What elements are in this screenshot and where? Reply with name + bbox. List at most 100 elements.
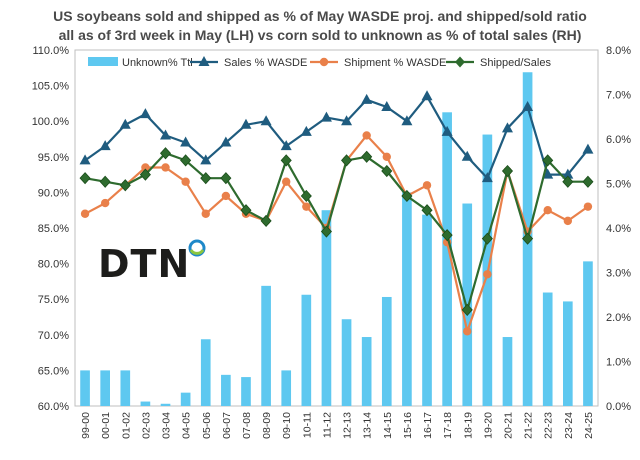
legend-label-unknown-ttl: Unknown% Ttl xyxy=(122,57,193,69)
point-shipped-sales xyxy=(320,225,332,238)
bar-unknown-pct-total xyxy=(140,401,151,406)
point-shipped-sales xyxy=(139,168,151,181)
dtn-logo: DTN xyxy=(98,239,206,286)
point-sales-wasde xyxy=(441,125,453,136)
point-shipment-wasde xyxy=(382,152,391,161)
point-sales-wasde xyxy=(381,100,393,111)
category-tick-label: 04-05 xyxy=(181,412,193,439)
legend-label-shipment-wasde: Shipment % WASDE xyxy=(344,57,446,69)
bar-unknown-pct-total xyxy=(361,337,372,406)
point-shipped-sales xyxy=(421,204,433,217)
point-shipped-sales xyxy=(119,179,131,192)
point-shipment-wasde xyxy=(141,163,150,172)
point-shipment-wasde xyxy=(161,163,170,172)
point-shipped-sales xyxy=(280,154,292,167)
legend-swatch-unknown-ttl xyxy=(88,57,118,66)
category-tick-label: 08-09 xyxy=(261,412,273,439)
point-sales-wasde xyxy=(260,115,272,126)
right-axis-tick-label: 2.0% xyxy=(606,312,631,324)
category-tick-label: 12-13 xyxy=(342,412,354,439)
category-tick-label: 22-23 xyxy=(543,412,555,439)
line-shipped-sales xyxy=(84,152,588,311)
category-tick-label: 15-16 xyxy=(402,412,414,439)
left-axis-tick-label: 90.0% xyxy=(38,187,69,199)
category-tick-label: 20-21 xyxy=(502,412,514,439)
point-sales-wasde xyxy=(501,122,513,133)
point-shipped-sales xyxy=(300,189,312,203)
point-shipment-wasde xyxy=(583,202,593,211)
bar-unknown-pct-total xyxy=(502,337,513,406)
right-axis-tick-label: 6.0% xyxy=(606,134,631,146)
line-shipment-wasde xyxy=(84,134,589,333)
point-sales-wasde xyxy=(119,118,131,129)
category-tick-label: 16-17 xyxy=(422,412,434,439)
point-shipped-sales xyxy=(99,175,111,188)
point-shipped-sales xyxy=(461,303,473,316)
point-sales-wasde xyxy=(562,168,574,179)
point-shipped-sales xyxy=(381,164,393,178)
left-axis-tick-label: 60.0% xyxy=(38,401,69,413)
point-shipped-sales xyxy=(562,175,574,188)
point-sales-wasde xyxy=(200,154,212,165)
point-shipped-sales xyxy=(542,154,554,167)
category-tick-label: 18-19 xyxy=(462,412,474,439)
right-axis-tick-label: 1.0% xyxy=(606,357,631,369)
category-tick-label: 19-20 xyxy=(482,412,494,439)
left-axis-tick-label: 75.0% xyxy=(38,294,69,306)
left-axis-tick-label: 105.0% xyxy=(32,81,70,93)
point-sales-wasde xyxy=(160,129,172,140)
point-shipment-wasde xyxy=(80,209,90,218)
point-shipment-wasde xyxy=(302,202,311,211)
bar-unknown-pct-total xyxy=(381,296,392,406)
chart-title-line-2: all as of 3rd week in May (LH) vs corn s… xyxy=(58,27,582,43)
point-shipped-sales xyxy=(220,172,232,185)
bars-layer xyxy=(80,72,593,407)
category-tick-label: 21-22 xyxy=(523,412,535,439)
bar-unknown-pct-total xyxy=(562,301,573,406)
point-shipped-sales xyxy=(240,204,252,217)
axes-layer: 60.0% 65.0% 70.0% 75.0% 80.0% 85.0% 90.0% 95.0%… xyxy=(32,45,632,439)
category-tick-label: 24-25 xyxy=(583,412,595,439)
point-shipped-sales xyxy=(401,189,413,203)
category-tick-label: 14-15 xyxy=(382,412,394,439)
left-axis-tick-label: 110.0% xyxy=(33,45,70,57)
point-sales-wasde xyxy=(220,136,232,147)
bar-unknown-pct-total xyxy=(583,261,593,406)
point-shipment-wasde xyxy=(201,209,210,218)
point-shipment-wasde xyxy=(362,131,371,140)
bar-unknown-pct-total xyxy=(221,374,231,406)
category-tick-label: 23-24 xyxy=(563,412,575,439)
dtn-logo-dot-icon xyxy=(188,239,206,257)
line-sales-wasde xyxy=(84,95,589,180)
point-shipped-sales xyxy=(79,172,91,185)
bar-unknown-pct-total xyxy=(442,112,452,407)
bar-unknown-pct-total xyxy=(402,192,412,406)
bar-unknown-pct-total xyxy=(301,294,312,406)
right-axis-tick-label: 0.0% xyxy=(606,401,631,413)
left-axis-tick-label: 100.0% xyxy=(32,116,70,128)
category-tick-label: 11-12 xyxy=(321,412,333,438)
category-tick-label: 05-06 xyxy=(201,412,213,439)
point-shipment-wasde xyxy=(563,216,573,226)
right-axis-tick-label: 8.0% xyxy=(606,45,631,57)
category-tick-label: 02-03 xyxy=(140,412,152,439)
bar-unknown-pct-total xyxy=(261,285,271,406)
left-axis-tick-label: 95.0% xyxy=(38,152,69,164)
point-shipped-sales xyxy=(260,214,272,227)
category-tick-label: 01-02 xyxy=(120,412,132,439)
right-axis-tick-label: 5.0% xyxy=(606,179,631,191)
category-tick-label: 99-00 xyxy=(80,412,92,439)
point-shipped-sales xyxy=(200,172,212,185)
point-shipped-sales xyxy=(481,232,493,245)
legend-marker-shipment-wasde xyxy=(319,57,329,67)
point-shipment-wasde xyxy=(221,191,231,201)
right-axis-tick-label: 3.0% xyxy=(606,268,631,280)
category-tick-label: 07-08 xyxy=(241,412,253,439)
dtn-logo-text: DTN xyxy=(98,242,190,286)
point-sales-wasde xyxy=(280,140,292,151)
legend-marker-shipped-sales xyxy=(455,56,465,68)
bar-unknown-pct-total xyxy=(200,339,211,406)
point-sales-wasde xyxy=(582,143,594,154)
